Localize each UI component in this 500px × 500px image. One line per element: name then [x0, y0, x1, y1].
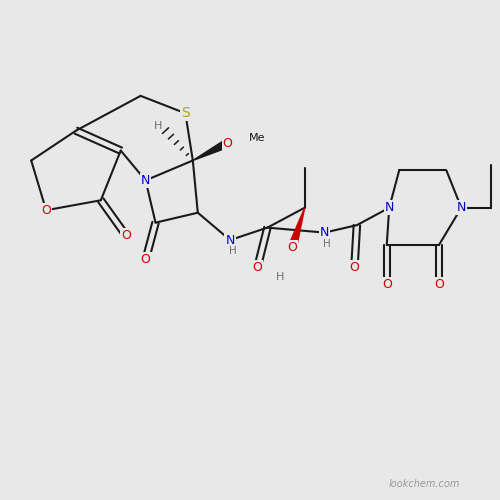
- Text: N: N: [384, 201, 394, 214]
- Text: N: N: [226, 234, 235, 246]
- Text: N: N: [320, 226, 330, 239]
- Text: O: O: [140, 254, 150, 266]
- Text: H: H: [154, 120, 162, 130]
- Text: O: O: [222, 136, 232, 149]
- Text: O: O: [434, 278, 444, 291]
- Polygon shape: [193, 140, 230, 160]
- Text: O: O: [121, 228, 130, 241]
- Text: lookchem.com: lookchem.com: [388, 478, 460, 488]
- Text: O: O: [41, 204, 51, 216]
- Text: S: S: [181, 106, 190, 120]
- Text: H: H: [228, 246, 236, 256]
- Text: Me: Me: [248, 133, 265, 143]
- Text: O: O: [288, 241, 297, 254]
- Text: O: O: [350, 261, 360, 274]
- Text: O: O: [252, 261, 262, 274]
- Text: N: N: [141, 174, 150, 187]
- Text: O: O: [382, 278, 392, 291]
- Text: H: H: [276, 272, 284, 282]
- Polygon shape: [288, 208, 304, 249]
- Text: H: H: [323, 238, 331, 248]
- Text: N: N: [456, 201, 466, 214]
